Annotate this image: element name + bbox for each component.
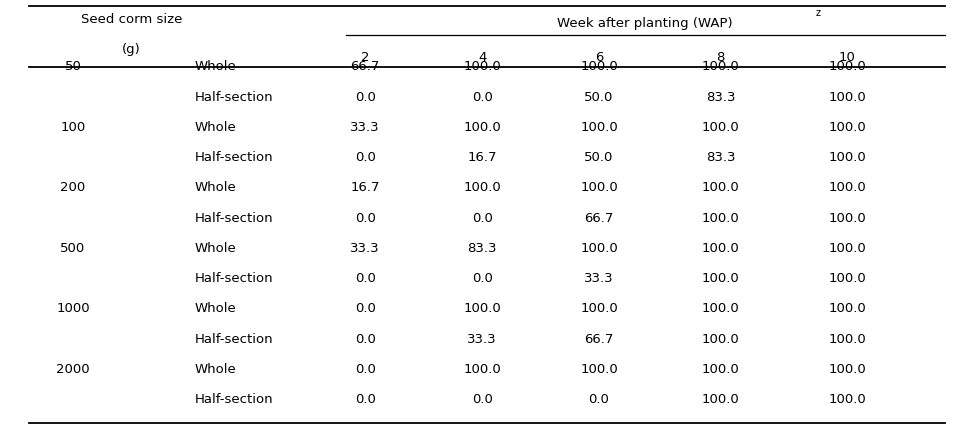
Text: 50: 50 [64,60,82,73]
Text: 100: 100 [60,121,86,134]
Text: 100.0: 100.0 [829,212,866,225]
Text: 100.0: 100.0 [702,242,739,255]
Text: Week after planting (WAP): Week after planting (WAP) [557,17,733,30]
Text: 83.3: 83.3 [468,242,497,255]
Text: Whole: Whole [195,302,237,315]
Text: 33.3: 33.3 [584,272,614,285]
Text: 100.0: 100.0 [702,212,739,225]
Text: 100.0: 100.0 [829,151,866,164]
Text: z: z [815,8,821,18]
Text: 2000: 2000 [56,363,90,376]
Text: 0.0: 0.0 [355,151,376,164]
Text: Half-section: Half-section [195,151,274,164]
Text: 50.0: 50.0 [584,91,614,104]
Text: 0.0: 0.0 [355,272,376,285]
Text: 100.0: 100.0 [829,242,866,255]
Text: 500: 500 [60,242,86,255]
Text: 100.0: 100.0 [581,242,618,255]
Text: 100.0: 100.0 [581,181,618,194]
Text: 100.0: 100.0 [702,302,739,315]
Text: 100.0: 100.0 [702,121,739,134]
Text: Half-section: Half-section [195,212,274,225]
Text: 0.0: 0.0 [355,393,376,406]
Text: 100.0: 100.0 [702,60,739,73]
Text: 0.0: 0.0 [355,91,376,104]
Text: 33.3: 33.3 [351,242,380,255]
Text: 50.0: 50.0 [584,151,614,164]
Text: Whole: Whole [195,242,237,255]
Text: 100.0: 100.0 [829,272,866,285]
Text: (g): (g) [122,43,141,56]
Text: 100.0: 100.0 [829,333,866,346]
Text: 100.0: 100.0 [702,272,739,285]
Text: Half-section: Half-section [195,91,274,104]
Text: 100.0: 100.0 [829,302,866,315]
Text: 100.0: 100.0 [581,60,618,73]
Text: 100.0: 100.0 [464,302,501,315]
Text: 6: 6 [595,51,603,64]
Text: 0.0: 0.0 [471,212,493,225]
Text: 100.0: 100.0 [581,363,618,376]
Text: 0.0: 0.0 [471,393,493,406]
Text: 100.0: 100.0 [829,91,866,104]
Text: 100.0: 100.0 [829,121,866,134]
Text: 100.0: 100.0 [464,60,501,73]
Text: Seed corm size: Seed corm size [81,13,182,26]
Text: 100.0: 100.0 [829,363,866,376]
Text: 100.0: 100.0 [702,181,739,194]
Text: Whole: Whole [195,121,237,134]
Text: 66.7: 66.7 [584,212,614,225]
Text: 100.0: 100.0 [464,121,501,134]
Text: 0.0: 0.0 [355,302,376,315]
Text: 66.7: 66.7 [584,333,614,346]
Text: 83.3: 83.3 [706,151,735,164]
Text: 200: 200 [60,181,86,194]
Text: 100.0: 100.0 [702,393,739,406]
Text: 0.0: 0.0 [355,363,376,376]
Text: 100.0: 100.0 [702,333,739,346]
Text: 16.7: 16.7 [351,181,380,194]
Text: 100.0: 100.0 [581,302,618,315]
Text: 100.0: 100.0 [829,181,866,194]
Text: Half-section: Half-section [195,393,274,406]
Text: 0.0: 0.0 [355,333,376,346]
Text: Whole: Whole [195,363,237,376]
Text: 4: 4 [478,51,486,64]
Text: 16.7: 16.7 [468,151,497,164]
Text: 0.0: 0.0 [471,91,493,104]
Text: 10: 10 [839,51,856,64]
Text: 100.0: 100.0 [829,393,866,406]
Text: Whole: Whole [195,60,237,73]
Text: 2: 2 [361,51,369,64]
Text: Half-section: Half-section [195,272,274,285]
Text: 100.0: 100.0 [581,121,618,134]
Text: 100.0: 100.0 [702,363,739,376]
Text: 100.0: 100.0 [464,181,501,194]
Text: Whole: Whole [195,181,237,194]
Text: 33.3: 33.3 [351,121,380,134]
Text: 100.0: 100.0 [464,363,501,376]
Text: 33.3: 33.3 [468,333,497,346]
Text: 8: 8 [717,51,725,64]
Text: 0.0: 0.0 [355,212,376,225]
Text: 66.7: 66.7 [351,60,380,73]
Text: 1000: 1000 [56,302,90,315]
Text: 0.0: 0.0 [471,272,493,285]
Text: Half-section: Half-section [195,333,274,346]
Text: 100.0: 100.0 [829,60,866,73]
Text: 0.0: 0.0 [588,393,610,406]
Text: 83.3: 83.3 [706,91,735,104]
